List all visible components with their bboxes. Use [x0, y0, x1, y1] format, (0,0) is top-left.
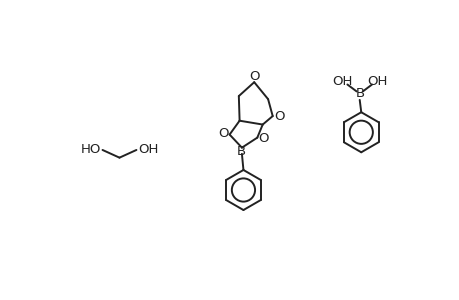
Text: O: O	[257, 132, 268, 145]
Text: B: B	[236, 145, 245, 158]
Text: OH: OH	[138, 143, 158, 156]
Text: O: O	[248, 70, 259, 83]
Text: HO: HO	[81, 143, 101, 156]
Text: O: O	[274, 110, 284, 123]
Text: O: O	[218, 127, 228, 140]
Text: OH: OH	[366, 75, 387, 88]
Text: OH: OH	[331, 75, 352, 88]
Text: B: B	[355, 87, 364, 100]
